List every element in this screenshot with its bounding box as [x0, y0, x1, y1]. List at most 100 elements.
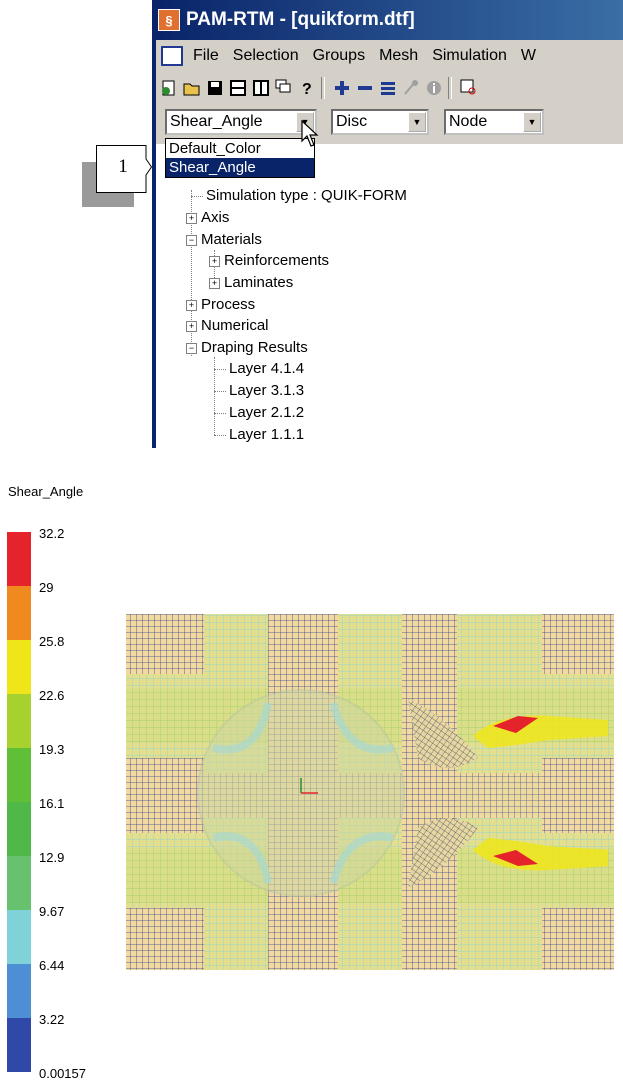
svg-text:?: ?: [302, 81, 312, 97]
tree-item-materials[interactable]: − Materials: [186, 230, 262, 250]
mouse-pointer-icon: [301, 120, 319, 147]
tree-item-label: Draping Results: [201, 339, 308, 356]
max-shear-spot: [493, 716, 538, 733]
max-shear-spot: [493, 850, 538, 866]
probe-icon[interactable]: [401, 78, 421, 98]
tree-item-label: Process: [201, 296, 256, 313]
legend-tick-label: 6.44: [39, 958, 65, 973]
collapse-icon[interactable]: −: [186, 234, 197, 246]
display-combo[interactable]: Disc ▼: [331, 109, 429, 135]
callout-label: 1: [118, 156, 128, 177]
legend-tick-label: 32.2: [39, 526, 65, 541]
info-icon[interactable]: [424, 78, 444, 98]
shear-contour: [329, 701, 394, 754]
expand-icon[interactable]: +: [186, 212, 197, 224]
display-combo-value: Disc: [336, 113, 368, 130]
window-title: PAM-RTM - [quikform.dtf]: [186, 9, 415, 30]
legend-title: Shear_Angle: [8, 484, 84, 499]
legend-swatch: [7, 640, 31, 695]
mesh-block: [542, 614, 614, 674]
remove-icon[interactable]: [355, 78, 375, 98]
save-icon[interactable]: [205, 78, 225, 98]
menu-simulation[interactable]: Simulation: [432, 47, 507, 64]
split-vertical-icon[interactable]: [251, 78, 271, 98]
field-combo-value: Shear_Angle: [170, 113, 263, 130]
expand-icon[interactable]: +: [186, 299, 197, 311]
toolbar: ?: [156, 72, 623, 104]
tree-item-draping-results[interactable]: − Draping Results: [186, 338, 308, 358]
zoom-icon[interactable]: [459, 78, 479, 98]
legend-swatch: [7, 586, 31, 641]
legend-swatch: [7, 802, 31, 857]
document-icon[interactable]: [161, 46, 183, 66]
legend-tick-label: 16.1: [39, 796, 65, 811]
tree-item-layer[interactable]: Layer 1.1.1: [229, 426, 305, 443]
new-icon[interactable]: [159, 78, 179, 98]
location-combo[interactable]: Node ▼: [444, 109, 544, 135]
menu-groups[interactable]: Groups: [312, 47, 366, 64]
legend-tick-label: 0.00157: [39, 1066, 86, 1081]
window-left-border: [152, 0, 156, 448]
shear-contour: [329, 832, 394, 885]
collapse-icon[interactable]: −: [186, 342, 197, 354]
tree-line: [214, 413, 226, 414]
legend-swatch: [7, 1018, 31, 1072]
expand-icon[interactable]: +: [209, 255, 220, 267]
legend-tick-label: 19.3: [39, 742, 65, 757]
tree-item-process[interactable]: + Process: [186, 295, 255, 315]
combo-bar: Shear_Angle ▼ Disc ▼ Node ▼: [156, 104, 623, 144]
menu-window[interactable]: W: [520, 47, 537, 64]
draping-mesh-view[interactable]: [118, 608, 618, 978]
dropdown-option-shear-angle[interactable]: Shear_Angle: [166, 158, 314, 177]
tree-item-numerical[interactable]: + Numerical: [186, 316, 269, 336]
tree-item-label: Axis: [201, 209, 230, 226]
tree-item-layer[interactable]: Layer 3.1.3: [229, 382, 305, 399]
tree-item-simulation-type[interactable]: Simulation type : QUIK-FORM: [206, 187, 407, 204]
sheared-region: [408, 698, 478, 768]
legend-swatch: [7, 532, 31, 587]
help-icon[interactable]: ?: [297, 78, 317, 98]
shear-contour: [212, 702, 272, 754]
menu-selection[interactable]: Selection: [232, 47, 299, 64]
tree-item-axis[interactable]: + Axis: [186, 208, 229, 228]
sheared-region: [408, 818, 478, 888]
toolbar-separator: [321, 77, 325, 99]
mesh-block: [126, 908, 204, 970]
legend-tick-label: 25.8: [39, 634, 65, 649]
tree-item-label: Materials: [201, 231, 262, 248]
legend-tick-label: 3.22: [39, 1012, 65, 1027]
legend-tick-label: 29: [39, 580, 54, 595]
field-combo[interactable]: Shear_Angle ▼: [165, 109, 317, 135]
legend-swatch: [7, 856, 31, 911]
tree-item-reinforcements[interactable]: + Reinforcements: [209, 251, 329, 271]
menu-mesh[interactable]: Mesh: [379, 47, 419, 64]
open-folder-icon[interactable]: [182, 78, 202, 98]
chevron-down-icon[interactable]: ▼: [408, 112, 426, 132]
legend-swatch: [7, 910, 31, 965]
chevron-down-icon[interactable]: ▼: [523, 112, 541, 132]
menu-file[interactable]: File: [193, 47, 219, 64]
legend-swatch: [7, 748, 31, 803]
menu-bar: File Selection Groups Mesh Simulation W: [156, 40, 623, 72]
split-horizontal-icon[interactable]: [228, 78, 248, 98]
legend-swatch: [7, 694, 31, 749]
tree-line: [214, 357, 215, 435]
app-logo-icon: §: [158, 9, 180, 31]
tree-line: [191, 196, 203, 197]
tree-item-label: Numerical: [201, 317, 269, 334]
add-icon[interactable]: [332, 78, 352, 98]
cascade-windows-icon[interactable]: [274, 78, 294, 98]
legend-tick-label: 22.6: [39, 688, 65, 703]
tree-line: [191, 190, 192, 356]
tree-item-layer[interactable]: Layer 2.1.2: [229, 404, 305, 421]
legend-swatch: [7, 964, 31, 1019]
tree-item-laminates[interactable]: + Laminates: [209, 273, 293, 293]
mesh-block: [542, 908, 614, 970]
list-icon[interactable]: [378, 78, 398, 98]
tree-item-layer[interactable]: Layer 4.1.4: [229, 360, 305, 377]
expand-icon[interactable]: +: [209, 277, 220, 289]
dropdown-option-default-color[interactable]: Default_Color: [169, 140, 261, 157]
expand-icon[interactable]: +: [186, 320, 197, 332]
tree-item-label: Reinforcements: [224, 252, 330, 269]
title-bar[interactable]: § PAM-RTM - [quikform.dtf]: [156, 0, 623, 40]
